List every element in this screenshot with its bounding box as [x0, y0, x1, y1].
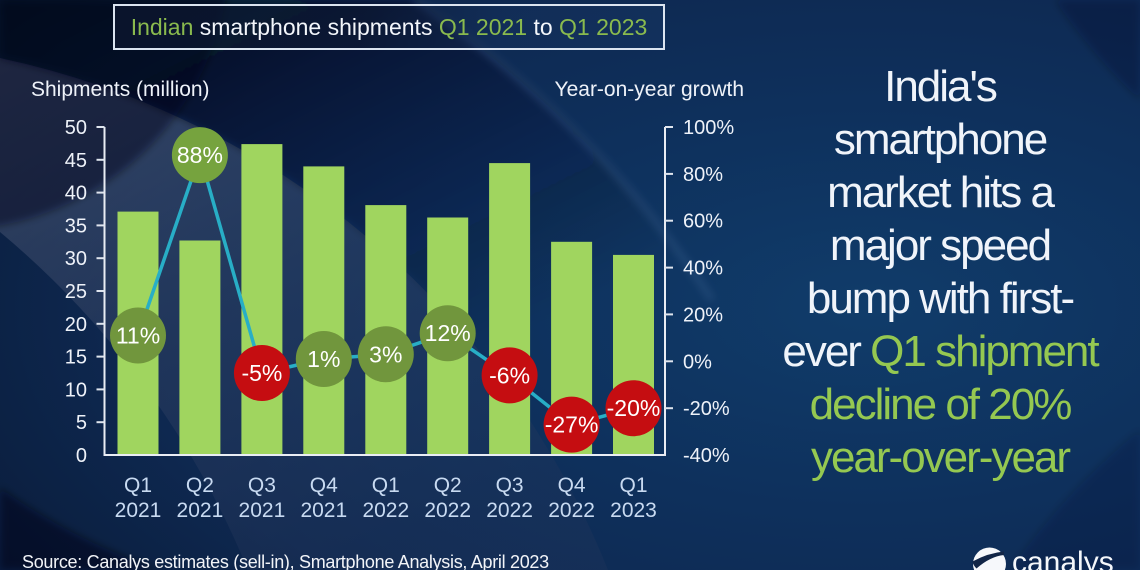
- svg-text:2022: 2022: [362, 499, 409, 522]
- svg-text:3%: 3%: [369, 341, 402, 367]
- svg-text:60%: 60%: [683, 211, 723, 233]
- svg-text:25: 25: [65, 281, 87, 303]
- svg-text:2021: 2021: [239, 499, 286, 522]
- svg-text:40%: 40%: [683, 258, 723, 280]
- svg-text:30: 30: [65, 248, 87, 270]
- svg-text:80%: 80%: [683, 164, 723, 186]
- svg-text:Q1: Q1: [372, 474, 400, 497]
- svg-text:Q2: Q2: [434, 474, 462, 497]
- svg-text:2022: 2022: [548, 499, 595, 522]
- svg-text:50: 50: [65, 117, 87, 139]
- svg-text:35: 35: [65, 215, 87, 237]
- svg-text:10: 10: [65, 379, 87, 401]
- svg-text:Q2: Q2: [186, 474, 214, 497]
- svg-text:Q3: Q3: [248, 474, 276, 497]
- svg-text:0: 0: [76, 445, 87, 467]
- svg-text:-27%: -27%: [545, 412, 599, 438]
- svg-text:Q1: Q1: [619, 474, 647, 497]
- svg-text:11%: 11%: [116, 323, 160, 349]
- svg-text:2021: 2021: [300, 499, 347, 522]
- svg-text:2021: 2021: [177, 499, 224, 522]
- svg-text:20%: 20%: [683, 304, 723, 326]
- svg-text:0%: 0%: [683, 351, 712, 373]
- svg-text:12%: 12%: [425, 320, 471, 346]
- svg-text:-40%: -40%: [683, 445, 730, 467]
- svg-text:Q4: Q4: [558, 474, 586, 497]
- svg-text:20: 20: [65, 314, 87, 336]
- svg-text:Q1: Q1: [124, 474, 152, 497]
- svg-text:15: 15: [65, 347, 87, 369]
- svg-text:1%: 1%: [307, 346, 340, 372]
- svg-text:2021: 2021: [115, 499, 162, 522]
- svg-text:Q4: Q4: [310, 474, 338, 497]
- svg-text:2023: 2023: [610, 499, 657, 522]
- svg-text:-20%: -20%: [683, 398, 730, 420]
- svg-text:2022: 2022: [486, 499, 533, 522]
- svg-text:100%: 100%: [683, 117, 734, 139]
- svg-text:Q3: Q3: [496, 474, 524, 497]
- svg-text:-6%: -6%: [489, 362, 530, 388]
- svg-text:canalys: canalys: [1012, 546, 1114, 570]
- svg-text:88%: 88%: [177, 142, 223, 168]
- svg-text:2022: 2022: [424, 499, 471, 522]
- svg-text:5: 5: [76, 412, 87, 434]
- svg-text:-5%: -5%: [241, 360, 282, 386]
- svg-text:45: 45: [65, 150, 87, 172]
- svg-text:40: 40: [65, 183, 87, 205]
- svg-text:-20%: -20%: [607, 395, 661, 421]
